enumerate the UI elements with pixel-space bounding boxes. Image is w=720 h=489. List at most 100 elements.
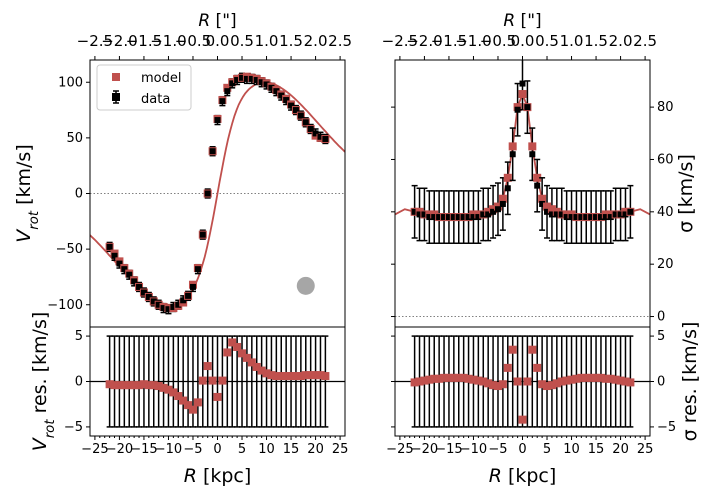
- data-point: [140, 289, 147, 296]
- residual-point: [321, 372, 330, 381]
- data-point: [189, 283, 196, 290]
- data-point: [180, 297, 187, 304]
- residual-point: [277, 372, 286, 381]
- x-tick-label: 5: [543, 442, 551, 457]
- residual-point: [538, 380, 547, 389]
- residual-point: [415, 377, 424, 386]
- residual-point: [508, 345, 517, 354]
- data-point: [588, 214, 595, 221]
- residual-point: [228, 338, 237, 347]
- residual-point: [513, 377, 522, 386]
- data-point: [204, 190, 211, 197]
- data-point: [322, 135, 329, 142]
- residual-point: [606, 374, 615, 383]
- y-tick-label: −50: [56, 242, 83, 257]
- data-point: [185, 292, 192, 299]
- data-point: [411, 208, 418, 215]
- model-point: [547, 205, 556, 214]
- x-tick-label: 10: [258, 442, 275, 457]
- residual-point: [193, 398, 202, 407]
- data-point: [426, 214, 433, 221]
- data-point: [602, 214, 609, 221]
- residual-point: [198, 376, 207, 385]
- plot-area: [395, 335, 650, 428]
- residual-point: [484, 379, 493, 388]
- top-x-tick-label: −2.0: [101, 32, 137, 50]
- data-point: [509, 151, 516, 158]
- x-tick-label: 20: [307, 442, 324, 457]
- residual-point: [135, 381, 144, 390]
- data-point: [258, 79, 265, 86]
- y-tick-label: 5: [75, 329, 83, 344]
- data-point: [106, 243, 113, 250]
- residual-point: [528, 345, 537, 354]
- legend: model data: [96, 64, 192, 111]
- data-point: [445, 214, 452, 221]
- residual-point: [242, 353, 251, 362]
- data-point: [297, 112, 304, 119]
- top-axis-title: R ["]: [503, 11, 541, 31]
- residual-point: [179, 396, 188, 405]
- model-point: [528, 142, 537, 151]
- x-tick-label: −25: [81, 442, 108, 457]
- data-point: [617, 211, 624, 218]
- data-point: [317, 133, 324, 140]
- y-tick-label: 40: [657, 205, 674, 220]
- data-point: [607, 214, 614, 221]
- data-point: [292, 107, 299, 114]
- residual-point: [125, 381, 134, 390]
- residual-point: [592, 373, 601, 382]
- data-point: [283, 97, 290, 104]
- data-point: [504, 185, 511, 192]
- residual-point: [267, 371, 276, 380]
- data-point: [534, 182, 541, 189]
- data-point: [273, 88, 280, 95]
- residual-point: [449, 373, 458, 382]
- data-point: [111, 252, 118, 259]
- top-x-tick-label: −1.0: [150, 32, 186, 50]
- y-tick-label: −5: [657, 420, 676, 435]
- x-tick-label: 0: [213, 442, 221, 457]
- data-point: [529, 151, 536, 158]
- top-x-tick-label: 0.0: [206, 32, 230, 50]
- x-tick-label: −15: [130, 442, 157, 457]
- data-point: [485, 211, 492, 218]
- data-point: [194, 266, 201, 273]
- x-tick-label: 25: [637, 442, 654, 457]
- x-tick-label: −25: [386, 442, 413, 457]
- residual-point: [188, 405, 197, 414]
- residual-point: [120, 381, 129, 390]
- dispersion-residuals-panel: −505 σ res. [km/s]−25−20−15−10 −5 0 5 10 15 20 2…: [386, 322, 701, 487]
- residual-point: [435, 374, 444, 383]
- residual-point: [301, 371, 310, 380]
- data-point: [450, 214, 457, 221]
- residual-point: [174, 392, 183, 401]
- y-tick-label: 0: [75, 375, 83, 390]
- data-point: [441, 214, 448, 221]
- residual-point: [440, 373, 449, 382]
- y-tick-label: 20: [657, 257, 674, 272]
- residual-point: [316, 371, 325, 380]
- residual-point: [159, 383, 168, 392]
- residual-point: [252, 362, 261, 371]
- residual-point: [518, 415, 527, 424]
- residual-point: [626, 378, 635, 387]
- data-point: [499, 200, 506, 207]
- data-point: [150, 298, 157, 305]
- data-point: [229, 80, 236, 87]
- model-point: [518, 90, 527, 99]
- x-tick-label: 15: [283, 442, 300, 457]
- data-point: [248, 75, 255, 82]
- data-point: [597, 214, 604, 221]
- residual-point: [493, 382, 502, 391]
- top-x-tick-label: 2.0: [304, 32, 328, 50]
- top-x-tick-label: −2.5: [382, 32, 418, 50]
- x-tick-label: 15: [588, 442, 605, 457]
- legend-model-label: model: [141, 71, 181, 86]
- top-x-tick-label: −0.5: [480, 32, 516, 50]
- legend-box: [96, 64, 192, 111]
- residual-point: [601, 374, 610, 383]
- data-point: [263, 81, 270, 88]
- data-point: [627, 208, 634, 215]
- residual-point: [572, 374, 581, 383]
